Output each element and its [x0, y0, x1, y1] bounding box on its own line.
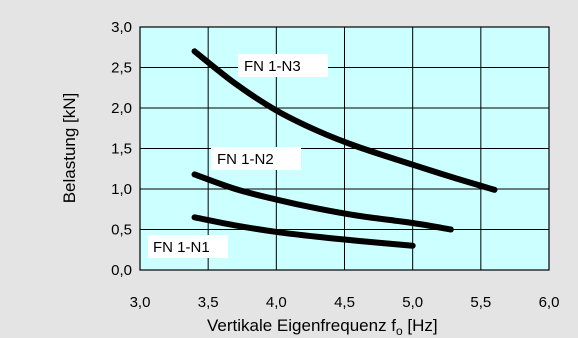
x-tick-label: 4,0 — [266, 294, 287, 311]
x-tick-labels: 3,0 3,5 4,0 4,5 5,0 5,5 6,0 — [130, 294, 560, 311]
x-axis-title: Vertikale Eigenfrequenz fo [Hz] — [207, 316, 438, 338]
label-fn1-n2-text: FN 1-N2 — [217, 151, 274, 168]
series-line-2 — [191, 171, 454, 233]
y-tick-labels: 0,0 0,5 1,0 1,5 2,0 2,5 3,0 — [111, 19, 132, 279]
x-tick-label: 5,0 — [402, 294, 423, 311]
x-tick-label: 3,0 — [130, 294, 151, 311]
label-fn1-n3-text: FN 1-N3 — [244, 58, 301, 75]
x-tick-label: 4,5 — [334, 294, 355, 311]
y-tick-label: 2,0 — [111, 100, 132, 117]
y-tick-label: 3,0 — [111, 19, 132, 36]
x-tick-label: 5,5 — [470, 294, 491, 311]
y-axis-title: Belastung [kN] — [60, 93, 79, 204]
y-tick-label: 0,0 — [111, 262, 132, 279]
x-axis-title-unit: [Hz] — [403, 316, 438, 335]
label-fn1-n2: FN 1-N2 — [211, 147, 301, 170]
series-line-3 — [191, 48, 498, 193]
grid — [140, 27, 549, 270]
y-tick-label: 2,5 — [111, 60, 132, 77]
label-fn1-n3: FN 1-N3 — [238, 54, 328, 77]
x-tick-label: 6,0 — [539, 294, 560, 311]
plot-frame — [139, 26, 550, 271]
curves — [191, 48, 498, 249]
x-axis-title-subscript: o — [396, 324, 403, 338]
series-line-1 — [191, 214, 416, 249]
y-tick-label: 1,5 — [111, 141, 132, 158]
y-tick-label: 1,0 — [111, 181, 132, 198]
label-fn1-n1-text: FN 1-N1 — [153, 239, 210, 256]
x-axis-title-main: Vertikale Eigenfrequenz f — [207, 316, 396, 335]
label-fn1-n1: FN 1-N1 — [148, 235, 228, 258]
x-tick-label: 3,5 — [198, 294, 219, 311]
y-tick-label: 0,5 — [111, 222, 132, 239]
